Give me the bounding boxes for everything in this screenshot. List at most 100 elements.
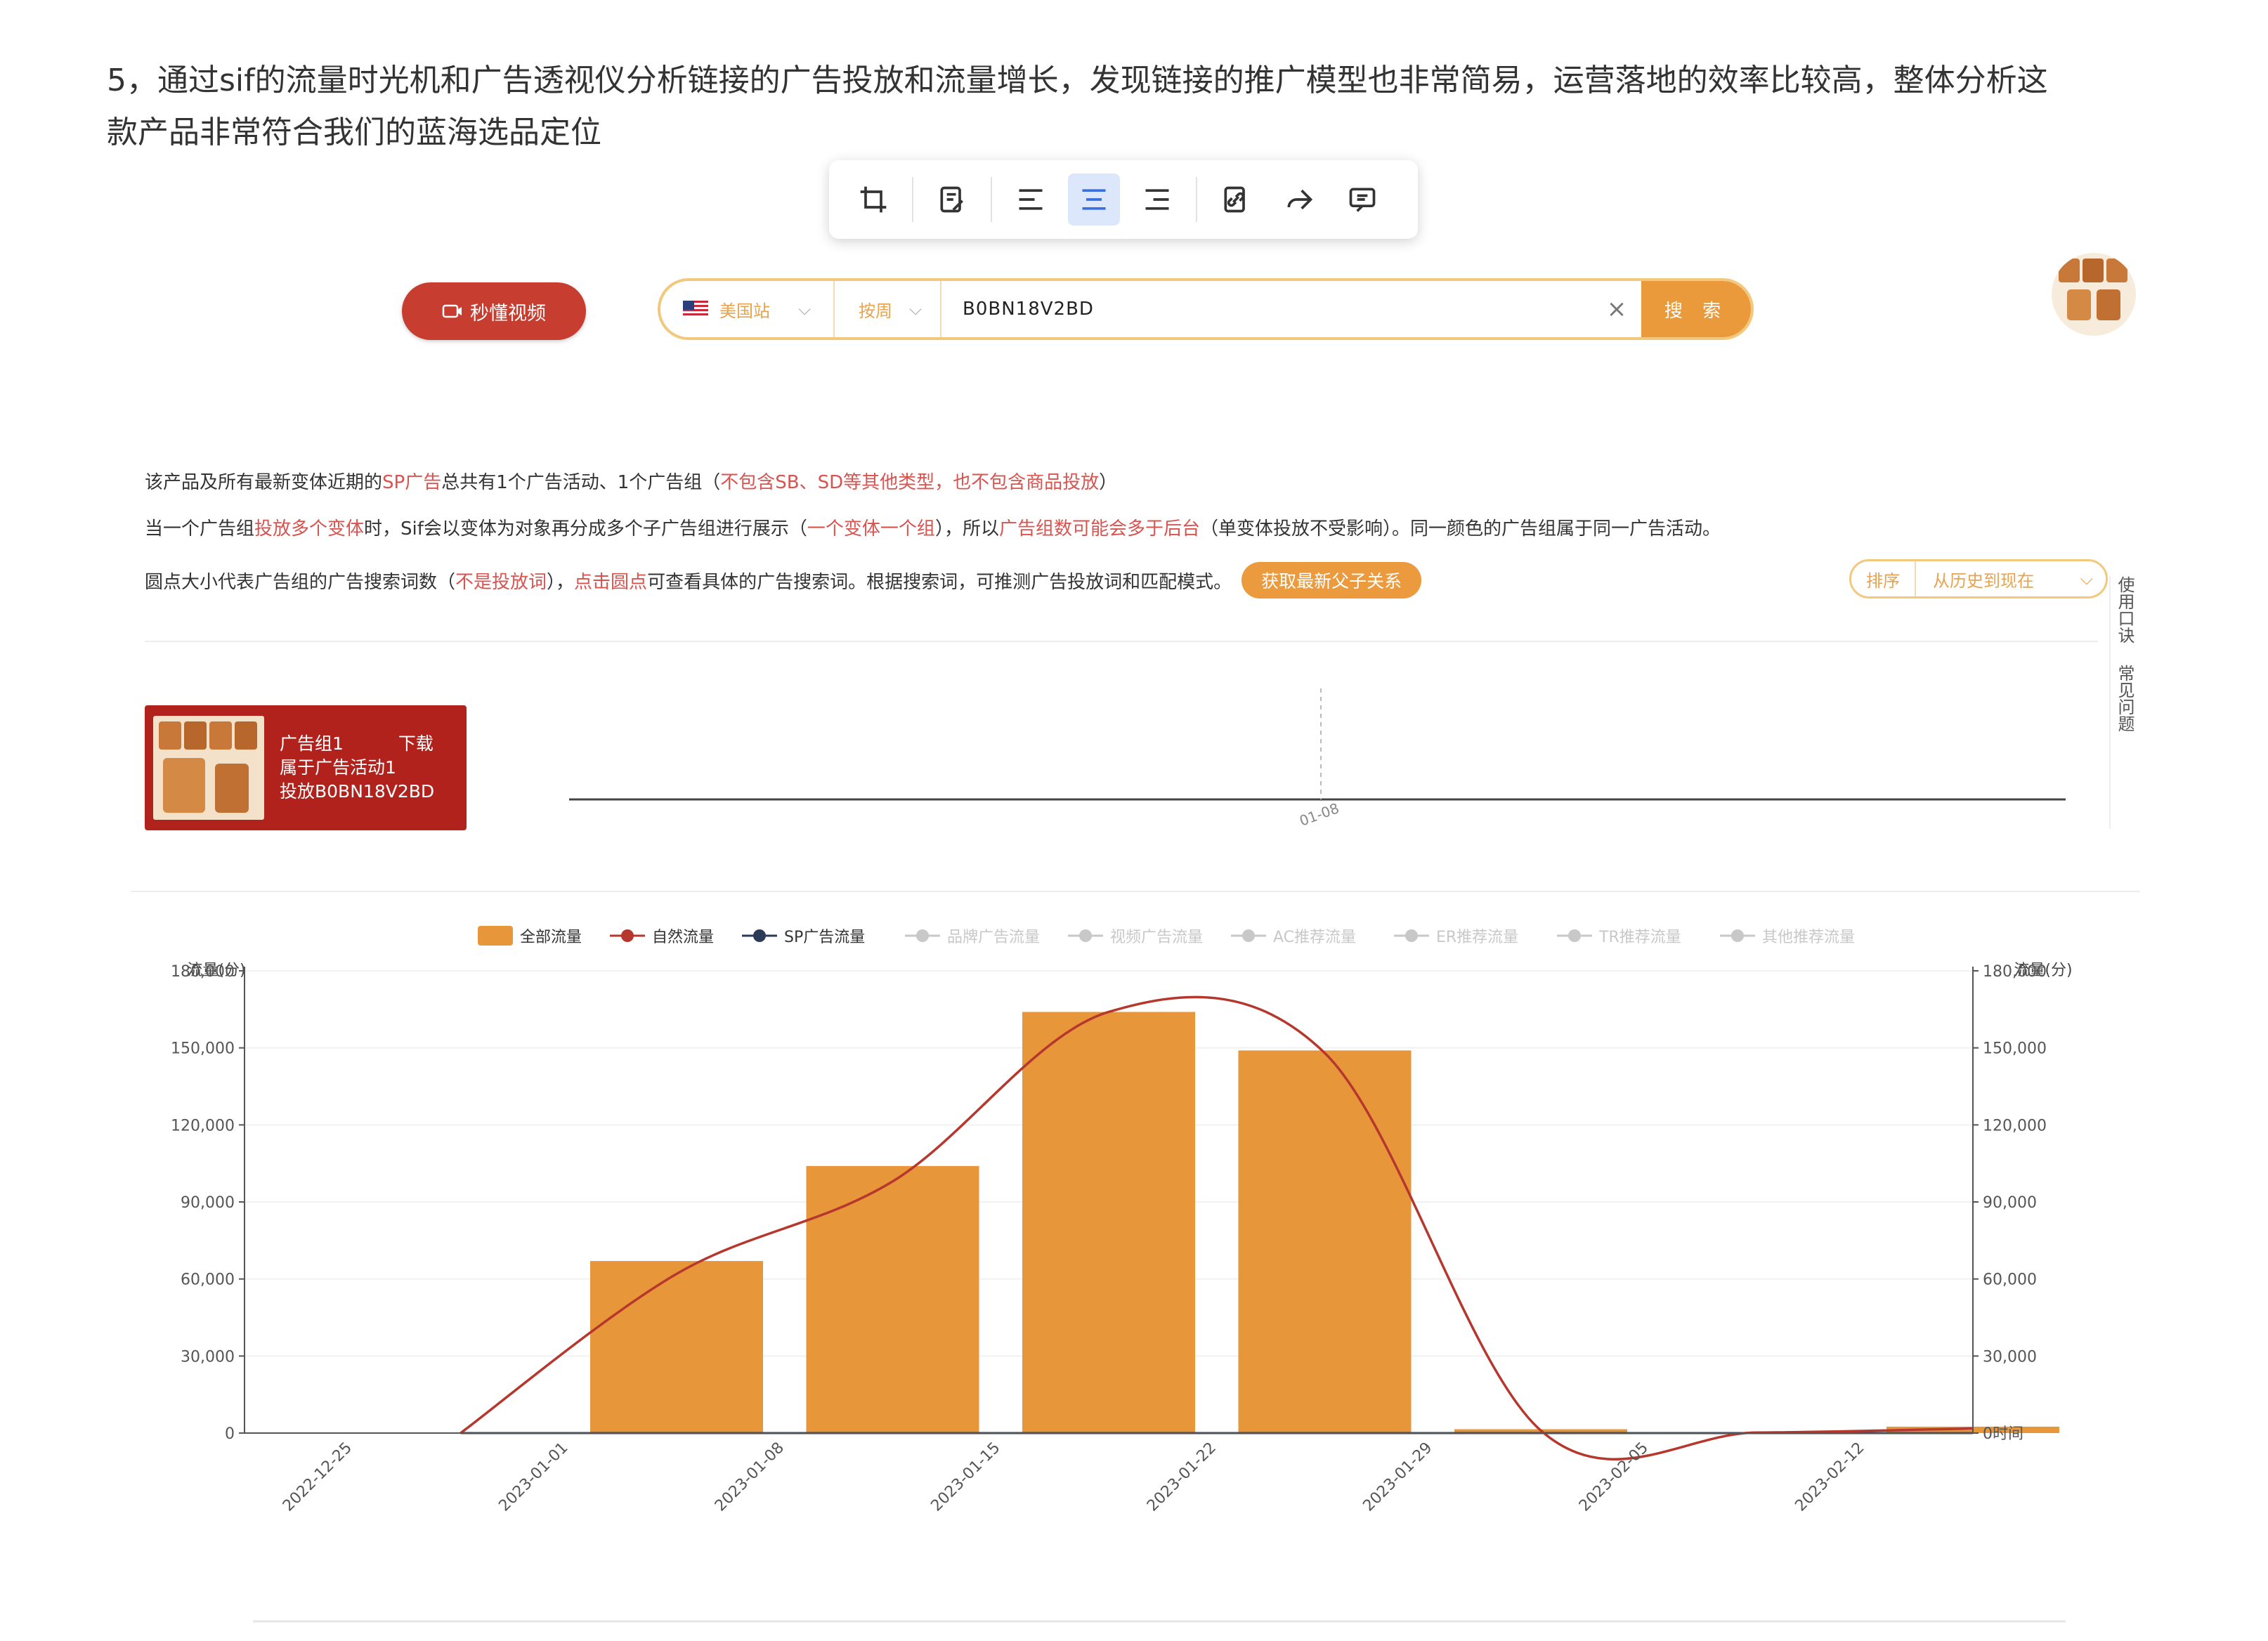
- paragraph-line-2: 款产品非常符合我们的蓝海选品定位: [107, 115, 601, 150]
- align-center-icon[interactable]: [1068, 174, 1120, 225]
- note-text: 当一个广告组: [145, 518, 255, 540]
- y-tick-label-left: 0: [225, 1425, 235, 1443]
- adgroup-download-link[interactable]: 下载: [398, 733, 434, 754]
- link-icon[interactable]: [1210, 174, 1262, 225]
- x-tick-label: 2023-01-22: [1144, 1439, 1220, 1515]
- note-text: 可查看具体的广告搜索词。根据搜索词，可推测广告投放词和匹配模式。: [647, 571, 1232, 593]
- search-input[interactable]: B0BN18V2BD: [963, 299, 1094, 320]
- x-tick-label: 2023-01-15: [927, 1439, 1003, 1515]
- search-button[interactable]: 搜 索: [1641, 281, 1751, 337]
- sort-label: 排序: [1851, 561, 1916, 596]
- toolbar-separator: [991, 177, 992, 222]
- legend-marker: [1731, 929, 1744, 942]
- note-highlight: 不包含SB、SD等其他类型，也不包含商品投放: [720, 472, 1100, 493]
- video-button[interactable]: 秒懂视频: [402, 282, 586, 340]
- mode-select[interactable]: 按周 ⌵: [835, 281, 941, 337]
- adgroup-campaign: 属于广告活动1: [280, 757, 396, 778]
- y-tick-label-right: 30,000: [1983, 1348, 2037, 1366]
- x-tick-label: 2022-12-25: [280, 1439, 356, 1515]
- mode-select-value: 按周: [859, 301, 892, 321]
- legend-label: ER推荐流量: [1436, 929, 1518, 946]
- share-icon[interactable]: [1273, 174, 1325, 225]
- y-axis-label-left: 流量(分): [187, 962, 245, 979]
- y-tick-label-left: 90,000: [181, 1194, 235, 1212]
- edit-note-icon[interactable]: [926, 174, 978, 225]
- note-text: 时，Sif会以变体为对象再分成多个子广告组进行展示（: [364, 518, 807, 540]
- chevron-down-icon: ⌵: [798, 299, 812, 319]
- legend-marker: [1242, 929, 1255, 942]
- legend-marker: [753, 929, 766, 942]
- note-text: 该产品及所有最新变体近期的: [145, 472, 383, 493]
- adgroup-timeline: 01-08: [569, 688, 2066, 830]
- note-text: ），所以: [934, 518, 999, 540]
- paragraph-line-1: 5，通过sif的流量时光机和广告透视仪分析链接的广告投放和流量增长，发现链接的推…: [107, 63, 2048, 98]
- legend-marker: [1079, 929, 1092, 942]
- chart-bars: [590, 1012, 2059, 1433]
- article-paragraph: 5，通过sif的流量时光机和广告透视仪分析链接的广告投放和流量增长，发现链接的推…: [107, 55, 2158, 159]
- bar: [1238, 1050, 1412, 1433]
- adgroup-target: 投放B0BN18V2BD: [280, 781, 435, 802]
- note-highlight: 点击圆点: [574, 571, 648, 593]
- sort-value: 从历史到现在: [1933, 570, 2034, 591]
- legend-label: TR推荐流量: [1598, 929, 1681, 946]
- timeline-tick-label: 01-08: [1297, 799, 1341, 829]
- legend-label: 其他推荐流量: [1762, 929, 1855, 946]
- x-tick-label: 2023-01-08: [712, 1439, 788, 1515]
- legend-label: AC推荐流量: [1273, 929, 1356, 946]
- note-highlight: 一个变体一个组: [807, 518, 935, 540]
- align-right-icon[interactable]: [1131, 174, 1183, 225]
- note-text: （单变体投放不受影响）。同一颜色的广告组属于同一广告活动。: [1199, 518, 1721, 540]
- us-flag-icon: [683, 301, 708, 318]
- get-parent-child-button[interactable]: 获取最新父子关系: [1241, 562, 1422, 599]
- video-icon: [442, 304, 462, 318]
- search-bar: 美国站 ⌵ 按周 ⌵ B0BN18V2BD × 搜 索: [658, 278, 1754, 340]
- y-tick-label-left: 120,000: [171, 1117, 235, 1135]
- legend-swatch: [478, 926, 513, 946]
- note-highlight: 广告组数可能会多于后台: [998, 518, 1200, 540]
- image-toolbar: [829, 160, 1418, 239]
- bar: [806, 1165, 979, 1433]
- toolbar-separator: [1196, 177, 1197, 222]
- sort-select[interactable]: 排序 从历史到现在 ⌵: [1849, 559, 2108, 599]
- adgroup-text: 广告组1 下载 属于广告活动1 投放B0BN18V2BD: [280, 732, 434, 804]
- chevron-down-icon: ⌵: [2080, 569, 2093, 589]
- site-select[interactable]: 美国站 ⌵: [660, 281, 835, 337]
- y-tick-label-left: 60,000: [181, 1271, 235, 1289]
- y-tick-label-right: 120,000: [1983, 1117, 2047, 1135]
- legend-marker: [1568, 929, 1581, 942]
- adgroup-card[interactable]: 广告组1 下载 属于广告活动1 投放B0BN18V2BD: [145, 705, 467, 830]
- legend-label: 品牌广告流量: [947, 929, 1040, 946]
- note-line-1: 该产品及所有最新变体近期的SP广告总共有1个广告活动、1个广告组（不包含SB、S…: [145, 468, 1117, 494]
- note-text: ）: [1099, 472, 1118, 493]
- x-tick-label: 2023-02-12: [1792, 1439, 1868, 1515]
- legend-label: 全部流量: [520, 929, 582, 946]
- legend-marker: [621, 929, 634, 942]
- legend-label: 自然流量: [652, 929, 714, 946]
- y-tick-label-right: 60,000: [1983, 1271, 2037, 1289]
- note-highlight: SP广告: [382, 472, 442, 493]
- adgroup-product-image: [153, 716, 264, 820]
- clear-icon[interactable]: ×: [1606, 295, 1627, 323]
- note-highlight: 不是投放词: [455, 571, 547, 593]
- legend-marker: [1405, 929, 1418, 942]
- note-line-3: 圆点大小代表广告组的广告搜索词数（ 不是投放词）， 点击圆点 可查看具体的广告搜索词。…: [145, 562, 1422, 599]
- align-left-icon[interactable]: [1005, 174, 1057, 225]
- y-tick-label-left: 180,000: [171, 963, 235, 981]
- side-help-tab[interactable]: 使用口诀 常见问题: [2109, 576, 2139, 829]
- legend-label: 视频广告流量: [1110, 929, 1203, 946]
- note-highlight: 投放多个变体: [254, 518, 365, 540]
- comment-icon[interactable]: [1336, 174, 1388, 225]
- natural-traffic-line: [460, 995, 1974, 1460]
- x-tick-label: 2023-02-05: [1576, 1439, 1652, 1515]
- bar: [590, 1261, 763, 1433]
- y-axis-label-right: 流量(分): [2014, 962, 2072, 979]
- x-tick-label: 2023-01-29: [1360, 1439, 1435, 1515]
- side-tab-usage: 使用口诀: [2115, 576, 2135, 643]
- y-tick-label-right: 150,000: [1983, 1040, 2047, 1058]
- video-button-label: 秒懂视频: [470, 302, 546, 325]
- section-divider: [145, 641, 2098, 642]
- note-text: 圆点大小代表广告组的广告搜索词数（: [145, 571, 456, 593]
- crop-icon[interactable]: [847, 174, 899, 225]
- product-thumbnail[interactable]: [2052, 253, 2136, 336]
- adgroup-title: 广告组1: [280, 733, 344, 754]
